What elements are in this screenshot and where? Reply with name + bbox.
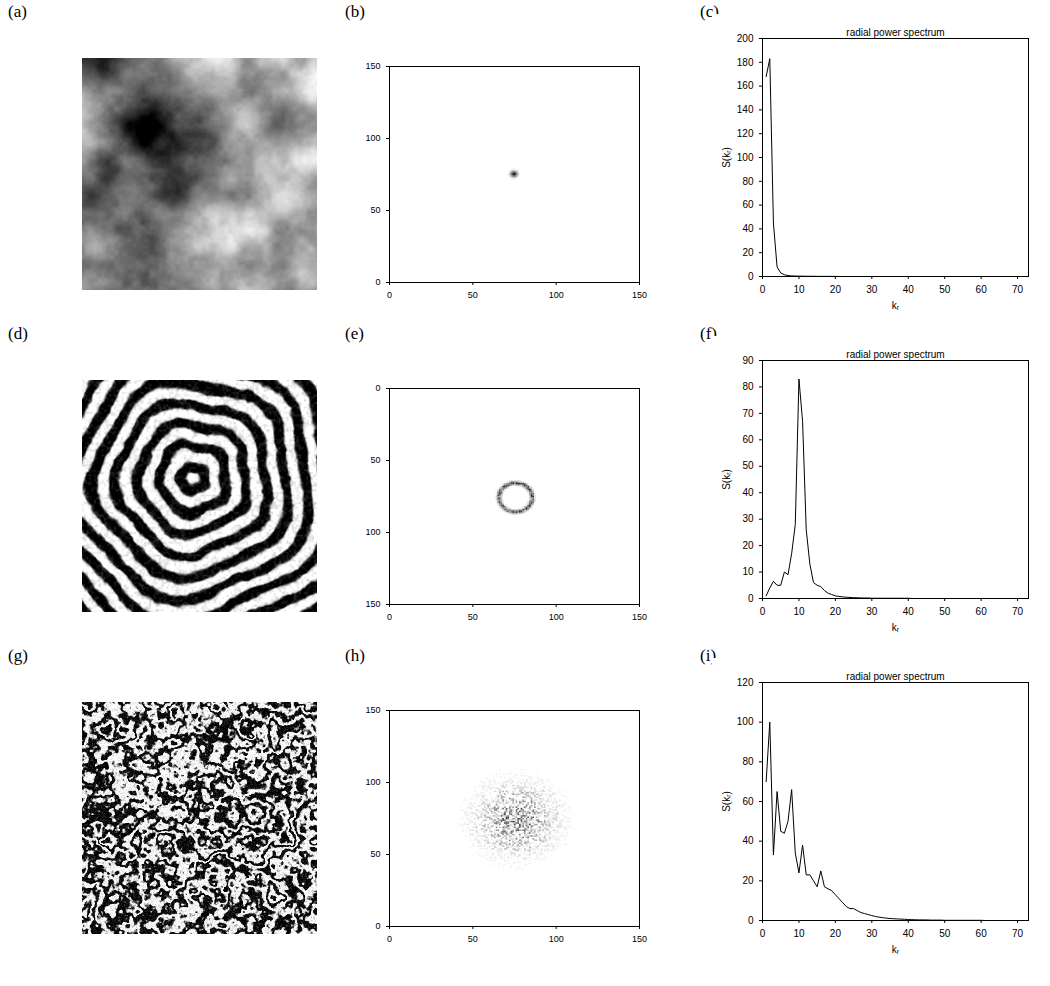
svg-text:150: 150 — [632, 290, 647, 300]
svg-text:150: 150 — [365, 705, 380, 715]
svg-text:50: 50 — [370, 205, 380, 215]
svg-text:70: 70 — [1012, 284, 1024, 295]
svg-text:90: 90 — [742, 355, 754, 366]
svg-text:50: 50 — [939, 928, 951, 939]
svg-text:150: 150 — [365, 61, 380, 71]
svg-text:100: 100 — [365, 133, 380, 143]
svg-text:70: 70 — [1012, 606, 1024, 617]
svg-text:60: 60 — [976, 606, 988, 617]
svg-text:20: 20 — [830, 284, 842, 295]
svg-text:160: 160 — [737, 80, 754, 91]
svg-text:10: 10 — [793, 606, 805, 617]
html-text:(b): (b) — [345, 2, 365, 21]
svg-text:kᵣ: kᵣ — [892, 944, 900, 955]
svg-text:radial power spectrum: radial power spectrum — [846, 349, 944, 360]
svg-text:0: 0 — [748, 271, 754, 282]
svg-text:0: 0 — [760, 606, 766, 617]
svg-text:20: 20 — [830, 928, 842, 939]
svg-text:40: 40 — [742, 835, 754, 846]
svg-text:50: 50 — [939, 284, 951, 295]
svg-text:40: 40 — [903, 284, 915, 295]
svg-text:120: 120 — [737, 677, 754, 688]
html-text:(e): (e) — [345, 324, 364, 343]
svg-text:100: 100 — [365, 777, 380, 787]
svg-text:radial power spectrum: radial power spectrum — [846, 27, 944, 38]
svg-text:100: 100 — [549, 290, 564, 300]
svg-text:150: 150 — [365, 599, 380, 609]
svg-text:100: 100 — [549, 612, 564, 622]
svg-text:100: 100 — [737, 716, 754, 727]
svg-text:0: 0 — [375, 277, 380, 287]
svg-text:S(kᵣ): S(kᵣ) — [721, 147, 732, 168]
svg-text:0: 0 — [375, 921, 380, 931]
svg-text:10: 10 — [742, 566, 754, 577]
svg-text:60: 60 — [976, 928, 988, 939]
svg-text:0: 0 — [760, 928, 766, 939]
svg-text:0: 0 — [387, 934, 392, 944]
svg-text:40: 40 — [742, 487, 754, 498]
html-text:(d): (d) — [8, 324, 28, 343]
svg-text:kᵣ: kᵣ — [892, 300, 900, 311]
svg-text:60: 60 — [742, 796, 754, 807]
svg-text:0: 0 — [387, 612, 392, 622]
svg-text:50: 50 — [742, 460, 754, 471]
svg-text:50: 50 — [468, 290, 478, 300]
svg-text:50: 50 — [468, 934, 478, 944]
svg-text:150: 150 — [632, 612, 647, 622]
svg-text:80: 80 — [742, 176, 754, 187]
svg-text:50: 50 — [370, 849, 380, 859]
svg-text:50: 50 — [939, 606, 951, 617]
svg-text:30: 30 — [866, 606, 878, 617]
svg-text:40: 40 — [903, 928, 915, 939]
svg-text:20: 20 — [830, 606, 842, 617]
svg-text:60: 60 — [742, 199, 754, 210]
svg-text:10: 10 — [793, 928, 805, 939]
html-text:(f): (f) — [700, 324, 717, 343]
svg-text:40: 40 — [742, 223, 754, 234]
svg-text:180: 180 — [737, 57, 754, 68]
svg-text:80: 80 — [742, 381, 754, 392]
html-text:(g): (g) — [8, 646, 28, 665]
svg-text:100: 100 — [365, 527, 380, 537]
svg-text:120: 120 — [737, 128, 754, 139]
svg-text:20: 20 — [742, 875, 754, 886]
svg-text:30: 30 — [866, 284, 878, 295]
svg-text:60: 60 — [976, 284, 988, 295]
svg-text:50: 50 — [370, 455, 380, 465]
svg-text:100: 100 — [737, 152, 754, 163]
svg-text:70: 70 — [1012, 928, 1024, 939]
svg-text:40: 40 — [903, 606, 915, 617]
html-text:(a): (a) — [8, 2, 27, 21]
html-text:(c): (c) — [700, 2, 719, 21]
svg-text:10: 10 — [793, 284, 805, 295]
svg-text:30: 30 — [866, 928, 878, 939]
svg-text:80: 80 — [742, 756, 754, 767]
svg-text:0: 0 — [375, 383, 380, 393]
svg-text:70: 70 — [742, 408, 754, 419]
svg-text:20: 20 — [742, 247, 754, 258]
svg-text:30: 30 — [742, 513, 754, 524]
svg-text:60: 60 — [742, 434, 754, 445]
svg-text:0: 0 — [748, 915, 754, 926]
svg-text:50: 50 — [468, 612, 478, 622]
html-text:(h): (h) — [345, 646, 365, 665]
svg-text:20: 20 — [742, 540, 754, 551]
svg-text:radial power spectrum: radial power spectrum — [846, 671, 944, 682]
svg-text:0: 0 — [748, 593, 754, 604]
html-text:(i): (i) — [700, 646, 716, 665]
svg-text:140: 140 — [737, 104, 754, 115]
svg-text:S(kᵣ): S(kᵣ) — [721, 791, 732, 812]
svg-text:kᵣ: kᵣ — [892, 622, 900, 633]
svg-text:100: 100 — [549, 934, 564, 944]
svg-text:0: 0 — [387, 290, 392, 300]
svg-text:150: 150 — [632, 934, 647, 944]
svg-text:200: 200 — [737, 33, 754, 44]
svg-text:0: 0 — [760, 284, 766, 295]
svg-text:S(kᵣ): S(kᵣ) — [721, 469, 732, 490]
